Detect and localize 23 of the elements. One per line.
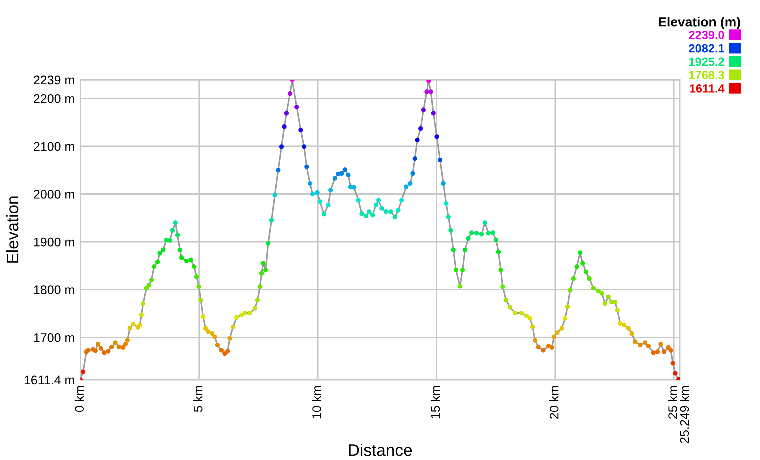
y-tick-label: 2000 m (34, 190, 74, 199)
y-tick-label: 2100 m (34, 142, 74, 152)
color-bar-label: 1768.3 (689, 71, 724, 80)
x-tick-label: 10 km (312, 386, 322, 419)
color-bar-label: 1611.4 (690, 84, 725, 93)
y-tick-label: 1700 m (34, 333, 74, 342)
color-bar-label: 2239.0 (689, 31, 724, 40)
y-tick-label: 1900 m (34, 238, 74, 247)
y-tick-label: 1611.4 m (24, 376, 74, 385)
x-tick-label: 5 km (194, 386, 203, 412)
y-tick-label: 1800 m (34, 286, 74, 294)
x-tick-label: 0 km (74, 386, 84, 412)
color-bar-title: Elevation (m) (659, 17, 740, 30)
x-tick-label: 20 km (550, 386, 559, 419)
x-tick-label: 25.249 km (680, 386, 690, 444)
x-tick-label: 25 km (668, 386, 678, 419)
y-tick-label: 2200 m (34, 94, 74, 104)
y-axis-title: Elevation (6, 196, 19, 263)
color-bar-label: 1925.2 (689, 58, 724, 66)
x-tick-label: 15 km (430, 386, 440, 419)
color-bar-label: 2082.1 (689, 44, 725, 53)
x-axis-title: Distance (349, 444, 412, 456)
y-tick-label: 2239 m (34, 76, 74, 85)
